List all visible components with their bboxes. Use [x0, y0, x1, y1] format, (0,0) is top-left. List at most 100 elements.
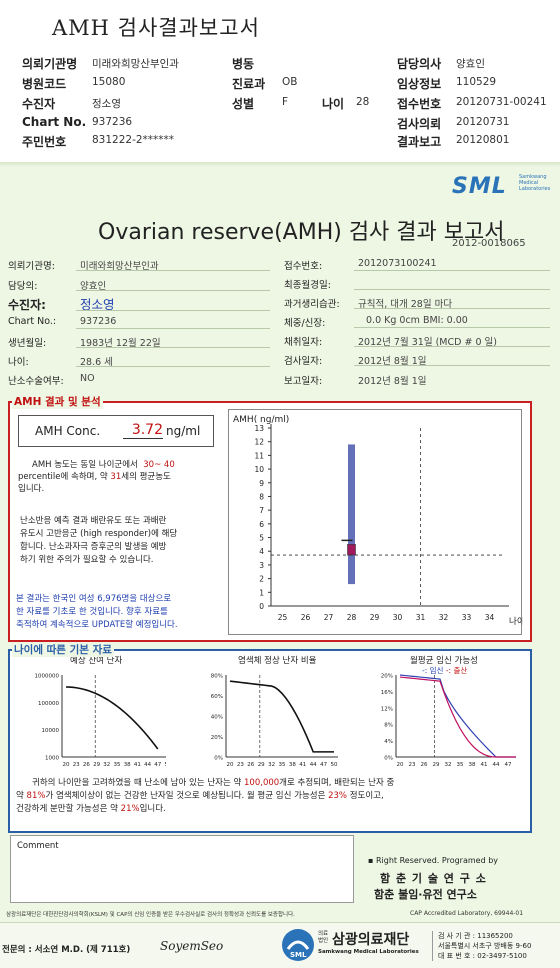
- age-section-title: 나이에 따른 기본 자료: [12, 642, 114, 657]
- info-label-chart-no: Chart No.:: [8, 316, 57, 327]
- y-tick-label: 16%: [381, 690, 393, 696]
- para1-d: 입니다.: [18, 484, 45, 494]
- info-divider: [76, 290, 270, 291]
- info-value-weight-height: 0.0 Kg 0cm BMI: 0.00: [366, 315, 468, 326]
- y-tick-label: 10000: [42, 728, 60, 734]
- y-tick-label: 1000: [45, 756, 59, 762]
- y-tick-label: 11: [254, 451, 264, 460]
- memo-header: AMH 검사결과보고서 의뢰기관명 미래와희망산부인과 병원코드 15080 수…: [0, 0, 560, 162]
- memo-value-doctor: 양효인: [456, 58, 485, 70]
- info-label-institution: 의뢰기관명:: [8, 261, 55, 272]
- range-bar: [348, 444, 355, 585]
- info-label-patient: 수진자:: [8, 298, 46, 312]
- memo-label-patient: 수진자: [22, 97, 56, 111]
- info-divider: [76, 270, 270, 271]
- x-tick-label: 47: [320, 762, 327, 768]
- memo-label-requested: 검사의뢰: [397, 117, 442, 131]
- info-value-doctor: 양효인: [80, 281, 107, 292]
- memo-label-institution: 의뢰기관명: [22, 57, 78, 71]
- amh-conc-unit: ng/ml: [166, 424, 201, 438]
- para1-age: 31: [110, 472, 122, 482]
- x-tick-label: 20: [397, 762, 404, 768]
- memo-value-chart-no: 937236: [92, 116, 133, 128]
- y-tick-label: 9: [259, 479, 264, 488]
- memo-label-chart-no: Chart No.: [22, 115, 87, 129]
- info-label-age: 나이:: [8, 357, 29, 368]
- remaining-eggs-curve: [65, 686, 159, 750]
- y-tick-label: 13: [254, 424, 264, 433]
- memo-value-age: 28: [356, 96, 370, 108]
- memo-value-patient: 정소영: [92, 98, 121, 110]
- memo-label-ward: 병동: [232, 57, 255, 71]
- memo-value-requested: 20120731: [456, 116, 510, 128]
- report-title: Ovarian reserve(AMH) 검사 결과 보고서: [98, 220, 505, 245]
- amh-conc-value: 3.72: [123, 422, 163, 439]
- footer-bar: 전문의 : 서소연 M.D. (제 711호) SoyemSeo SML 의료법…: [0, 922, 560, 968]
- y-tick-label: 20%: [381, 674, 393, 680]
- y-tick-label: 20%: [211, 735, 223, 741]
- y-tick-label: 7: [259, 506, 264, 515]
- x-tick-label: 26: [247, 762, 254, 768]
- x-tick-label: 32: [439, 613, 449, 622]
- contact-line: 대 표 번 호 : 02-3497-5100: [438, 952, 527, 960]
- info-divider: [76, 310, 270, 311]
- info-value-ovary-surgery: NO: [80, 373, 95, 384]
- doctor-name: 전문의 : 서소연 M.D. (제 711호): [2, 945, 131, 955]
- x-tick-label: 25: [278, 613, 288, 622]
- x-tick-label: 20: [63, 762, 70, 768]
- para2-line: 합니다. 난소과자극 증후군의 발생을 예방: [20, 542, 167, 552]
- mini-chart-1-title: 예상 잔여 난자: [70, 656, 123, 666]
- y-tick-label: 8%: [384, 723, 393, 729]
- result-para-percentile: AMH 농도는 동일 나이군에서 30~ 40 percentile에 속하며,…: [18, 459, 228, 495]
- y-tick-label: 40%: [211, 715, 223, 721]
- accreditation-note: 삼광의료재단은 대한진단검사의학회(KSLM) 및 CAP의 신임 인증을 받은…: [6, 912, 295, 918]
- para3-line: 본 결과는 한국인 여성 6,976명을 대상으로: [16, 594, 172, 604]
- memo-label-age: 나이: [322, 97, 345, 111]
- result-para-response: 난소반응 예측 결과 배란유도 또는 과배란 유도시 고반응군 (high re…: [20, 515, 220, 567]
- info-label-birth: 생년월일:: [8, 338, 47, 349]
- result-section: AMH Conc. 3.72 ng/ml AMH 농도는 동일 나이군에서 30…: [8, 401, 532, 642]
- result-section-title: AMH 결과 및 분석: [12, 394, 103, 409]
- pregnancy-curve: [399, 674, 516, 758]
- info-divider: [354, 270, 550, 271]
- mini-chart-normal-eggs: 80% 60% 40% 20% 0% 20 23 26 29 32 35 38 41 44 47 50: [211, 674, 338, 768]
- info-divider: [354, 289, 550, 290]
- x-tick-label: 44: [144, 762, 151, 768]
- sml-logo-subtitle: Samkwang Medical Laboratories: [519, 174, 551, 192]
- memo-value-institution: 미래와희망산부인과: [92, 58, 179, 70]
- memo-label-doctor: 담당의사: [397, 57, 442, 71]
- para2-line: 유도시 고반응군 (high responder)에 해당: [20, 529, 178, 539]
- x-tick-label: 50: [165, 762, 167, 768]
- para2-line: 하기 위한 주의가 필요할 수 있습니다.: [20, 555, 154, 565]
- patient-box: [347, 544, 356, 556]
- mini-chart-3-title: 월평균 임신 가능성: [410, 656, 478, 666]
- x-tick-label: 35: [114, 762, 121, 768]
- para1-b: percentile에 속하며, 약: [18, 472, 108, 482]
- info-divider: [354, 365, 550, 366]
- memo-value-clinical-info: 110529: [456, 76, 497, 88]
- x-tick-label: 34: [485, 613, 495, 622]
- y-tick-label: 12%: [381, 706, 393, 712]
- x-tick-label: 35: [279, 762, 286, 768]
- memo-label-department: 진료과: [232, 77, 266, 91]
- amh-conc-box: AMH Conc. 3.72 ng/ml: [18, 415, 214, 447]
- foundation-logo-mark: SML: [286, 940, 310, 959]
- para1-c: 세의 평균농도: [121, 472, 171, 482]
- info-value-tested: 2012년 8월 1일: [358, 356, 427, 367]
- pregnancy-pct: 23%: [328, 791, 348, 801]
- x-axis-label: 나이: [509, 616, 523, 627]
- memo-label-receipt-no: 접수번호: [397, 97, 442, 111]
- institute-name-1: 함 춘 기 술 연 구 소: [380, 872, 487, 885]
- info-label-doctor: 담당의:: [8, 281, 38, 292]
- info-divider: [76, 366, 270, 367]
- legend-pregnancy: -: 임신: [422, 666, 444, 675]
- info-label-cycle: 과거생리습관:: [284, 299, 340, 310]
- x-tick-label: 33: [462, 613, 472, 622]
- para1-a: AMH 농도는 동일 나이군에서: [32, 460, 138, 470]
- info-divider: [354, 308, 550, 309]
- x-tick-label: 20: [227, 762, 234, 768]
- foundation-logo-icon: SML: [282, 929, 314, 961]
- x-tick-label: 28: [347, 613, 357, 622]
- y-tick-label: 8: [259, 492, 264, 501]
